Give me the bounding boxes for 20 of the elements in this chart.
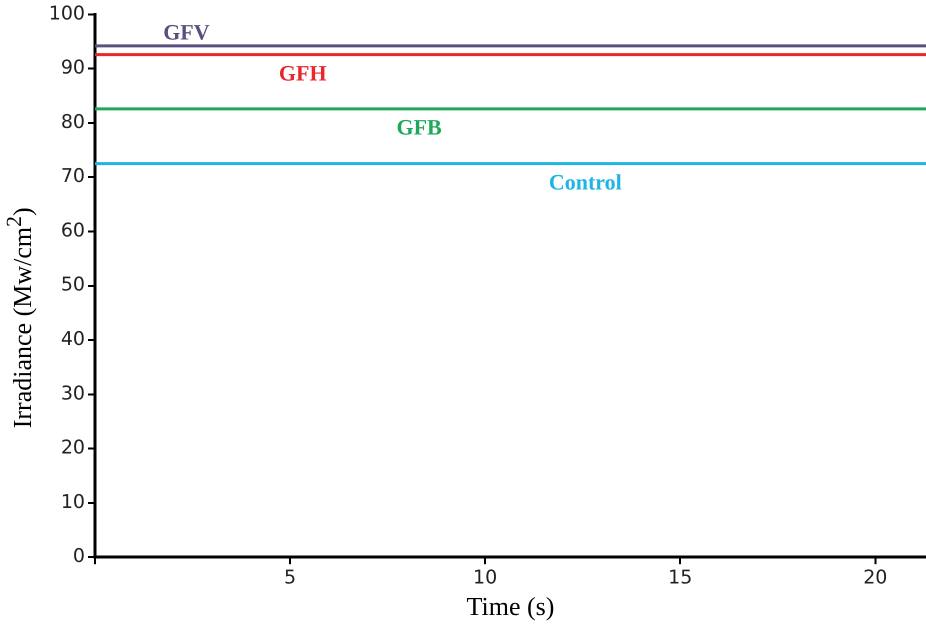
y-tick-label: 40 [60, 328, 85, 350]
y-tick-label: 50 [60, 274, 85, 296]
x-tick-label: 20 [863, 566, 888, 589]
y-tick-label: 0 [72, 545, 85, 568]
x-axis-title: Time (s) [466, 592, 556, 622]
y-tick-label: 70 [60, 165, 85, 188]
y-tick-label: 100 [48, 2, 85, 24]
x-tick-label: 5 [284, 566, 296, 589]
y-tick-label: 60 [60, 219, 85, 242]
series-label: Control [548, 169, 622, 194]
y-tick-label: 90 [60, 56, 85, 79]
series-label: GFB [396, 114, 442, 140]
series-label: GFV [163, 20, 210, 45]
y-tick-label: 10 [60, 490, 85, 513]
x-tick-label: 15 [668, 566, 692, 589]
series-label: GFH [278, 60, 327, 86]
y-tick-label: 80 [60, 110, 85, 133]
x-tick-label: 10 [473, 566, 498, 589]
y-tick-label: 30 [60, 382, 85, 404]
y-tick-label: 20 [60, 436, 85, 459]
